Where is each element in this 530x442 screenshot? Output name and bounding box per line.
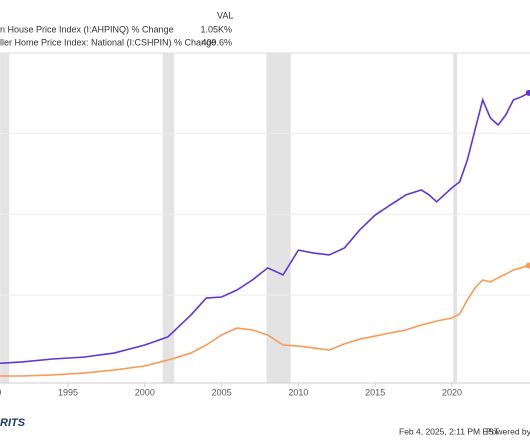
end-point xyxy=(525,89,530,96)
x-tick-label: 2015 xyxy=(365,387,385,397)
legend-label: ller Home Price Index: National (I:CSHPI… xyxy=(0,37,216,47)
legend-value: 409.6% xyxy=(201,37,232,47)
powered-by: Powered by xyxy=(486,426,530,436)
x-tick-label: 2005 xyxy=(212,387,232,397)
recession-band xyxy=(453,53,458,383)
plot-area xyxy=(0,53,530,383)
recession-band xyxy=(162,53,175,383)
recession-band xyxy=(0,53,10,383)
x-tick-label: 2000 xyxy=(135,387,155,397)
recession-band xyxy=(266,53,291,383)
legend-value: 1.05K% xyxy=(200,24,232,34)
x-tick-label: 2010 xyxy=(288,387,308,397)
legend-label: n House Price Index (I:AHPINQ) % Change xyxy=(0,24,174,34)
x-tick-label: 2020 xyxy=(442,387,462,397)
x-tick-label: 1990 xyxy=(0,387,1,397)
x-tick-label: 1995 xyxy=(58,387,78,397)
end-point xyxy=(525,262,530,269)
series-line xyxy=(0,264,529,377)
series-line xyxy=(0,92,530,365)
logo: RITS xyxy=(0,417,26,429)
legend-header: VAL xyxy=(217,10,233,20)
timestamp: Feb 4, 2025, 2:11 PM EST xyxy=(399,426,499,436)
